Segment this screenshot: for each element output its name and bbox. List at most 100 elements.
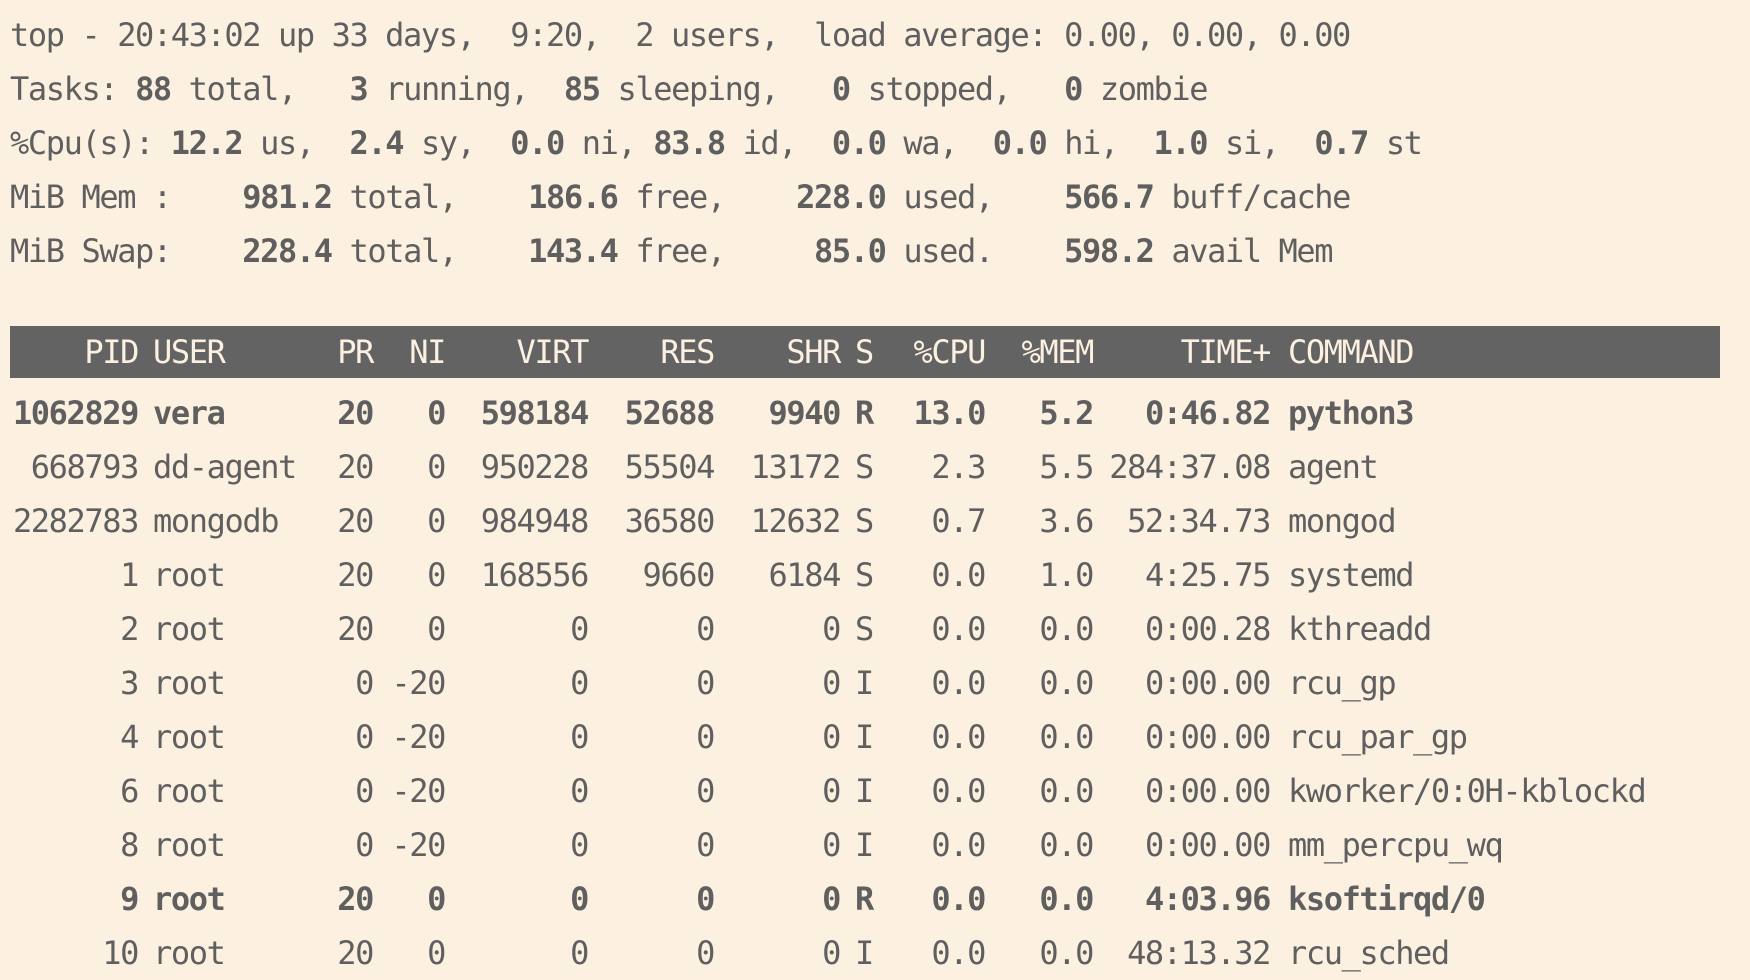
cell-res: 0 — [696, 826, 715, 864]
cell-shr: 0 — [822, 772, 841, 810]
column-header-pr: PR — [337, 333, 374, 371]
summary-value: 981.2 — [242, 178, 333, 216]
column-header-virt: VIRT — [516, 333, 590, 371]
cell-cpu: 0.0 — [931, 772, 986, 810]
cell-virt: 168556 — [480, 556, 590, 594]
cell-pid: 4 — [120, 718, 139, 756]
cell-user: root — [153, 718, 226, 756]
summary-value: 228.4 — [242, 232, 333, 270]
summary-value: 0.0 — [992, 124, 1048, 162]
column-header-cpu: %CPU — [913, 333, 987, 371]
cell-command: python3 — [1288, 394, 1414, 432]
process-table-header-bar — [10, 326, 1720, 378]
summary-label: zombie — [1082, 70, 1209, 108]
cell-virt: 950228 — [480, 448, 590, 486]
cell-command: rcu_gp — [1288, 664, 1397, 702]
cell-shr: 0 — [822, 718, 841, 756]
cell-virt: 598184 — [480, 394, 590, 432]
summary-value: 566.7 — [1064, 178, 1155, 216]
cell-pr: 20 — [337, 934, 374, 972]
cell-mem: 0.0 — [1039, 880, 1094, 918]
summary-value: 3 — [349, 70, 368, 108]
summary-label: MiB Mem : — [10, 178, 243, 216]
cell-cpu: 0.0 — [931, 718, 986, 756]
cell-pr: 20 — [337, 394, 374, 432]
cell-ni: -20 — [391, 826, 446, 864]
column-header-state: S — [855, 333, 874, 371]
summary-value: 0 — [831, 70, 851, 108]
cell-command: mm_percpu_wq — [1288, 826, 1504, 864]
summary-uptime-line: top - 20:43:02 up 33 days, 9:20, 2 users… — [10, 8, 1351, 62]
cell-ni: 0 — [427, 880, 446, 918]
cell-mem: 0.0 — [1039, 610, 1094, 648]
cell-shr: 9940 — [768, 394, 842, 432]
summary-value: 85 — [563, 70, 601, 108]
summary-label: wa, — [885, 124, 993, 162]
cell-cpu: 0.0 — [931, 610, 986, 648]
summary-label: %Cpu(s): — [10, 124, 171, 162]
cell-state: I — [855, 934, 874, 972]
summary-label: free, — [617, 232, 815, 270]
cell-virt: 984948 — [480, 502, 590, 540]
summary-value: 0.0 — [831, 124, 887, 162]
summary-label: Tasks: — [10, 70, 136, 108]
column-header-ni: NI — [409, 333, 446, 371]
cell-command: systemd — [1288, 556, 1414, 594]
cell-mem: 5.5 — [1039, 448, 1094, 486]
cell-mem: 0.0 — [1039, 664, 1094, 702]
column-header-command: COMMAND — [1288, 333, 1414, 371]
cell-command: agent — [1288, 448, 1379, 486]
cell-ni: 0 — [427, 610, 446, 648]
summary-value: 0 — [1064, 70, 1083, 108]
cell-time: 4:25.75 — [1144, 556, 1271, 594]
cell-pid: 8 — [120, 826, 139, 864]
cell-virt: 0 — [570, 718, 589, 756]
summary-label: ni, — [563, 124, 654, 162]
cell-time: 0:00.28 — [1144, 610, 1271, 648]
cell-user: root — [153, 664, 226, 702]
cell-time: 0:00.00 — [1144, 772, 1271, 810]
summary-label: st — [1367, 124, 1423, 162]
cell-time: 52:34.73 — [1127, 502, 1271, 540]
cell-shr: 0 — [822, 664, 841, 702]
summary-value: 228.0 — [796, 178, 887, 216]
summary-value: 0.7 — [1314, 124, 1369, 162]
summary-label: total, — [331, 232, 529, 270]
cell-cpu: 0.0 — [931, 934, 986, 972]
cell-pr: 20 — [337, 448, 374, 486]
cell-virt: 0 — [570, 610, 589, 648]
summary-value: 0.0 — [510, 124, 565, 162]
cell-mem: 0.0 — [1039, 826, 1094, 864]
cell-pid: 2 — [120, 610, 139, 648]
summary-mem-line: MiB Mem : 981.2 total, 186.6 free, 228.0… — [10, 170, 1351, 224]
cell-res: 0 — [696, 718, 715, 756]
cell-shr: 0 — [822, 880, 841, 918]
column-header-res: RES — [660, 333, 715, 371]
cell-pr: 20 — [337, 502, 374, 540]
cell-pr: 0 — [355, 826, 374, 864]
summary-value: 83.8 — [653, 124, 726, 162]
cell-ni: 0 — [427, 394, 446, 432]
cell-ni: -20 — [391, 772, 446, 810]
summary-value: 598.2 — [1064, 232, 1155, 270]
cell-command: kworker/0:0H-kblockd — [1288, 772, 1647, 810]
cell-time: 4:03.96 — [1144, 880, 1271, 918]
cell-pid: 1 — [120, 556, 139, 594]
cell-time: 0:00.00 — [1144, 664, 1271, 702]
cell-state: R — [855, 880, 874, 918]
cell-user: vera — [153, 394, 226, 432]
cell-state: R — [855, 394, 874, 432]
column-header-time: TIME+ — [1180, 333, 1272, 371]
cell-pid: 6 — [120, 772, 139, 810]
summary-label: us, — [242, 124, 350, 162]
summary-label: stopped, — [849, 70, 1065, 108]
cell-user: root — [153, 772, 226, 810]
cell-cpu: 0.0 — [931, 664, 986, 702]
cell-pid: 3 — [120, 664, 139, 702]
cell-ni: -20 — [391, 664, 446, 702]
cell-state: I — [855, 664, 874, 702]
cell-ni: 0 — [427, 934, 446, 972]
cell-cpu: 0.0 — [931, 880, 986, 918]
cell-res: 0 — [696, 772, 715, 810]
